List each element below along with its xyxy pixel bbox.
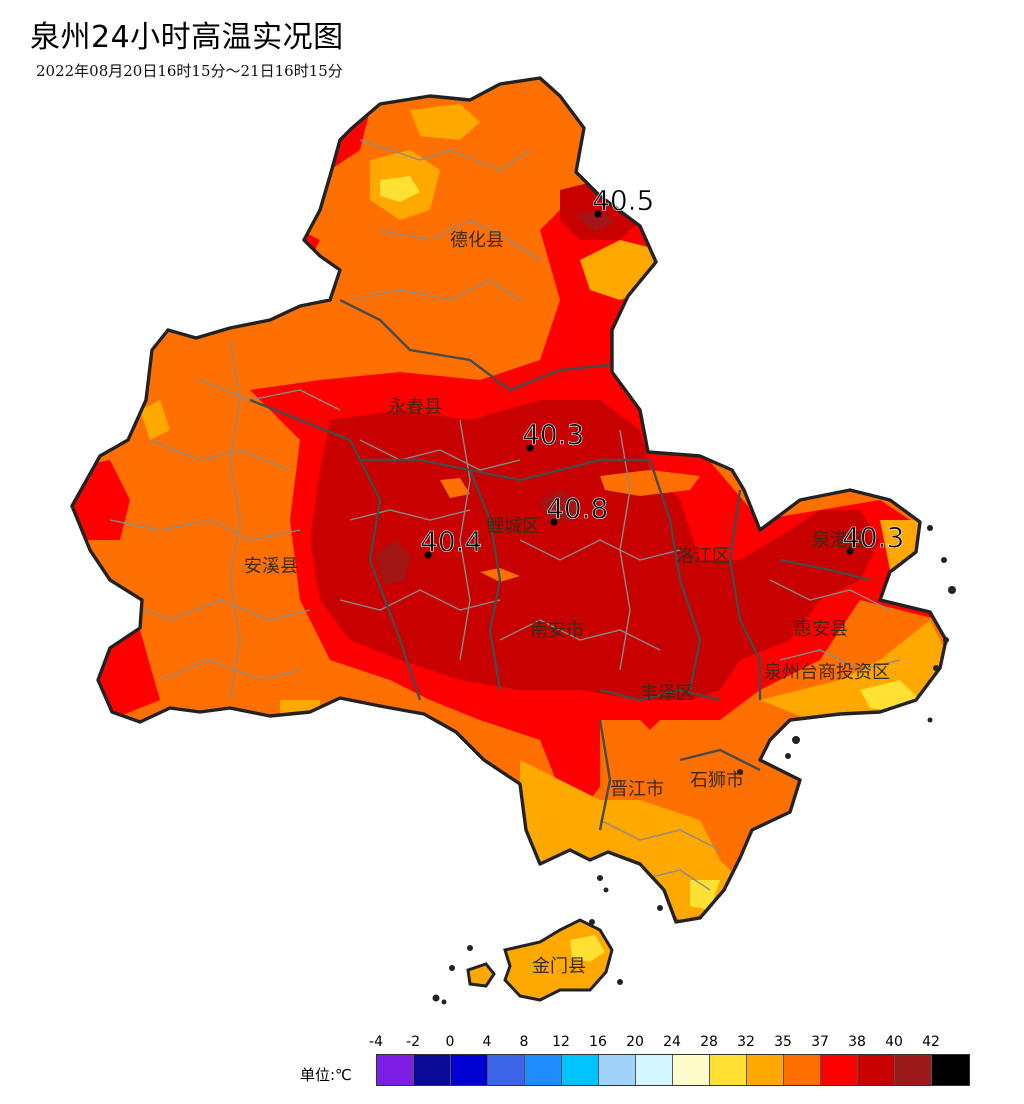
legend-tick-label: 28 bbox=[700, 1034, 718, 1050]
legend-swatch bbox=[673, 1055, 710, 1085]
legend-tick-label: 24 bbox=[663, 1034, 681, 1050]
legend-swatch bbox=[562, 1055, 599, 1085]
station-licheng-max: 40.8 bbox=[546, 492, 609, 526]
legend-swatch bbox=[784, 1055, 821, 1085]
legend-tick-label: 16 bbox=[589, 1034, 607, 1050]
legend-tick-label: 35 bbox=[774, 1034, 792, 1050]
legend-swatch bbox=[599, 1055, 636, 1085]
legend-swatch bbox=[451, 1055, 488, 1085]
district-label-luojiang: 洛江区 bbox=[676, 546, 730, 567]
temperature-map: 德化县 永春县 安溪县 南安市 鲤城区 洛江区 泉港区 惠安县 泉州台商投资区 … bbox=[70, 76, 956, 1005]
station-dehua-max: 40.5 bbox=[592, 184, 655, 218]
color-legend: -4 -2 0 4 8 12 16 20 24 28 32 35 37 38 40 42 单位:℃ bbox=[300, 1034, 1000, 1094]
township-boundaries bbox=[109, 139, 901, 891]
station-value: 40.3 bbox=[842, 521, 904, 554]
district-label-dehua: 德化县 bbox=[450, 230, 504, 251]
zone-35-37-west bbox=[600, 720, 760, 820]
map-time-range: 2022年08月20日16时15分～21日16时15分 bbox=[36, 62, 343, 80]
legend-tick-label: 12 bbox=[552, 1034, 570, 1050]
station-markers: 40.5 40.3 40.8 40.4 40.3 bbox=[420, 184, 905, 559]
district-label-nanan: 南安市 bbox=[530, 620, 584, 641]
legend-swatch bbox=[858, 1055, 895, 1085]
district-label-fengze: 丰泽区 bbox=[640, 683, 694, 704]
legend-swatch bbox=[488, 1055, 525, 1085]
legend-swatch bbox=[932, 1055, 969, 1085]
station-quangang-max: 40.3 bbox=[842, 521, 905, 555]
district-label-taishang: 泉州台商投资区 bbox=[764, 662, 890, 683]
legend-tick-label: 8 bbox=[519, 1034, 529, 1050]
legend-tick-label: 38 bbox=[848, 1034, 866, 1050]
legend-tick-label: 32 bbox=[737, 1034, 755, 1050]
legend-swatch bbox=[414, 1055, 451, 1085]
station-value: 40.8 bbox=[546, 492, 608, 525]
legend-tick-label: 4 bbox=[482, 1034, 492, 1050]
district-label-quangang: 泉港区 bbox=[812, 530, 866, 551]
legend-color-bar bbox=[376, 1054, 970, 1086]
legend-tick-label: -2 bbox=[406, 1034, 420, 1050]
station-value: 40.3 bbox=[522, 418, 584, 451]
legend-tick-label: 37 bbox=[811, 1034, 829, 1050]
legend-tick-label: 0 bbox=[445, 1034, 455, 1050]
station-yongchun-max: 40.3 bbox=[522, 418, 585, 452]
jinmen-inner-zone bbox=[570, 935, 605, 962]
legend-swatch bbox=[377, 1055, 414, 1085]
district-label-licheng: 鲤城区 bbox=[486, 516, 540, 537]
legend-tick-label: 40 bbox=[885, 1034, 903, 1050]
legend-swatch bbox=[710, 1055, 747, 1085]
station-value: 40.5 bbox=[592, 184, 654, 217]
legend-swatch bbox=[895, 1055, 932, 1085]
district-label-anxi: 安溪县 bbox=[244, 556, 298, 577]
legend-swatch bbox=[636, 1055, 673, 1085]
station-value: 40.4 bbox=[420, 525, 482, 558]
district-label-huian: 惠安县 bbox=[794, 619, 848, 640]
legend-tick-label: -4 bbox=[369, 1034, 383, 1050]
district-label-jinmen: 金门县 bbox=[532, 956, 586, 977]
legend-swatch bbox=[747, 1055, 784, 1085]
district-label-jinjiang: 晋江市 bbox=[610, 779, 664, 800]
county-boundaries bbox=[249, 298, 871, 831]
station-anxi-max: 40.4 bbox=[420, 525, 483, 559]
legend-unit-label: 单位:℃ bbox=[300, 1066, 352, 1084]
zone-40-42 bbox=[310, 400, 880, 700]
map-title: 泉州24小时高温实况图 bbox=[30, 20, 344, 55]
zone-42-plus bbox=[375, 210, 615, 585]
islands bbox=[432, 525, 956, 1005]
zone-37-38-pocket bbox=[440, 470, 700, 582]
legend-tick-label: 20 bbox=[626, 1034, 644, 1050]
zone-35-37-dehua bbox=[370, 104, 660, 300]
legend-tick-label: 42 bbox=[922, 1034, 940, 1050]
temperature-zones bbox=[72, 104, 946, 920]
zone-35-37-coast bbox=[140, 400, 946, 920]
district-label-yongchun: 永春县 bbox=[388, 397, 442, 418]
legend-ticks: -4 -2 0 4 8 12 16 20 24 28 32 35 37 38 40 42 bbox=[300, 1034, 1000, 1054]
xiaojinmen-island bbox=[466, 962, 496, 988]
legend-swatch bbox=[525, 1055, 562, 1085]
legend-swatch bbox=[821, 1055, 858, 1085]
district-label-shishi: 石狮市 bbox=[690, 770, 744, 791]
